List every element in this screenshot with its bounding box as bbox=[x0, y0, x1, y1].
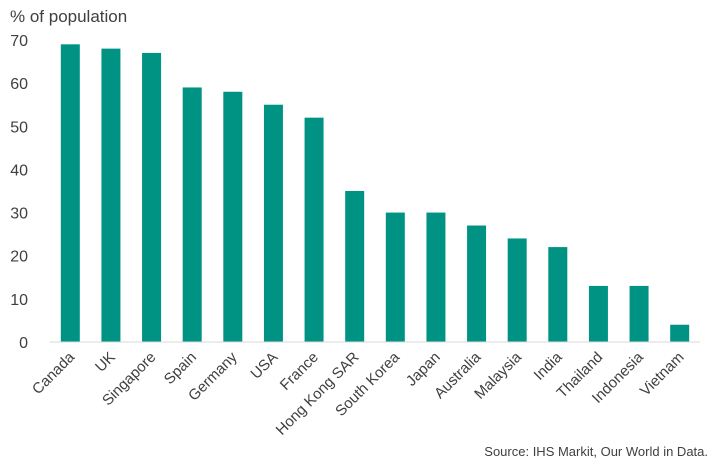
bar-usa bbox=[263, 104, 283, 342]
y-axis-ticks: 0 10 20 30 40 50 60 70 bbox=[10, 33, 28, 352]
x-tick-label: Canada bbox=[29, 348, 79, 398]
bar-thailand bbox=[588, 285, 608, 342]
y-axis-label: % of population bbox=[10, 7, 127, 26]
bar-australia bbox=[467, 225, 487, 342]
y-tick-label: 30 bbox=[10, 206, 28, 223]
x-tick-label: UK bbox=[92, 349, 119, 376]
x-tick-label: India bbox=[531, 348, 566, 383]
bar-hong-kong-sar bbox=[345, 191, 365, 342]
bar-vietnam bbox=[670, 324, 690, 342]
bar-japan bbox=[426, 212, 446, 342]
x-tick-label: USA bbox=[247, 349, 281, 383]
bar-india bbox=[548, 247, 568, 342]
y-tick-label: 50 bbox=[10, 119, 28, 136]
y-tick-label: 40 bbox=[10, 162, 28, 179]
bar-canada bbox=[60, 44, 80, 343]
source-note: Source: IHS Markit, Our World in Data. bbox=[484, 444, 708, 459]
bar-germany bbox=[223, 91, 243, 343]
bar-south-korea bbox=[385, 212, 405, 342]
bar-france bbox=[304, 117, 324, 343]
bar-spain bbox=[182, 87, 202, 342]
y-tick-label: 20 bbox=[10, 249, 28, 266]
bar-uk bbox=[101, 48, 121, 342]
bar-singapore bbox=[142, 52, 162, 342]
y-tick-label: 70 bbox=[10, 33, 28, 50]
bars bbox=[60, 44, 690, 343]
x-tick-label: Vietnam bbox=[637, 349, 688, 400]
bar-indonesia bbox=[629, 285, 649, 342]
y-tick-label: 0 bbox=[19, 335, 28, 352]
bar-malaysia bbox=[507, 238, 527, 342]
y-tick-label: 60 bbox=[10, 76, 28, 93]
y-tick-label: 10 bbox=[10, 292, 28, 309]
